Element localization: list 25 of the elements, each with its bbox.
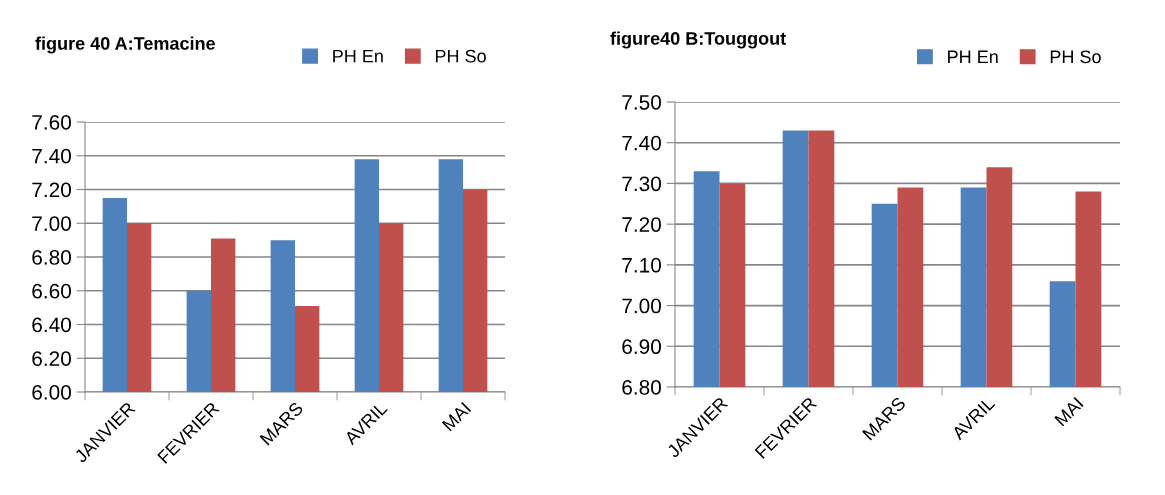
y-tick-label: 7.60 [32, 115, 71, 130]
x-tick-label: MAI [1054, 396, 1084, 427]
y-tick-label: 6.40 [32, 317, 71, 333]
y-tick-label: 7.00 [622, 298, 661, 314]
y-tick-label: 6.20 [32, 351, 71, 366]
legend-label: PH En [948, 50, 998, 64]
y-tick-label: 7.50 [622, 95, 661, 110]
y-tick-label: 6.00 [32, 385, 71, 400]
y-tick-label: 7.20 [32, 182, 71, 198]
y-tick-label: 7.10 [622, 257, 661, 273]
y-tick-label: 6.80 [32, 250, 71, 265]
y-tick-label: 7.30 [622, 176, 661, 192]
y-tick-label: 7.40 [32, 148, 71, 164]
x-tick-label: MAI [441, 401, 472, 432]
legend-label: PH So [435, 49, 486, 63]
y-tick-label: 7.20 [622, 217, 661, 232]
y-tick-label: 6.80 [622, 380, 661, 395]
chart-title: figure40 B:Touggout [610, 31, 786, 49]
y-tick-label: 7.00 [32, 216, 71, 231]
y-tick-label: 6.90 [622, 339, 661, 355]
legend-label: PH En [333, 49, 383, 63]
y-tick-label: 6.60 [32, 283, 71, 299]
chart-title: figure 40 A:Temacine [35, 36, 215, 54]
legend-label: PH So [1050, 50, 1101, 64]
y-tick-label: 7.40 [622, 135, 661, 151]
